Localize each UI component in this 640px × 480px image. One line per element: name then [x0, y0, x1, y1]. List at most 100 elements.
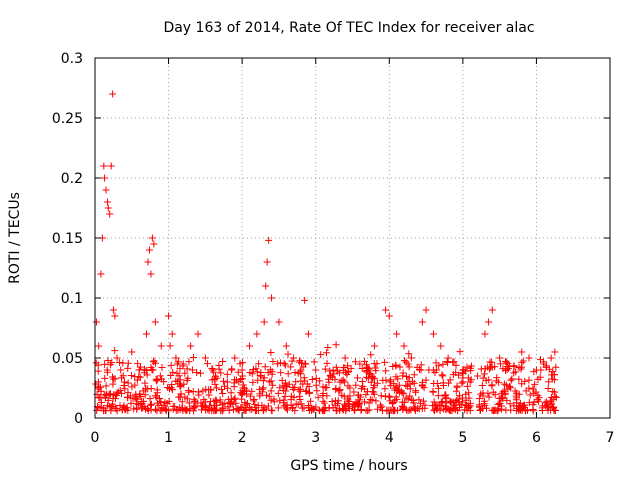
data-point [246, 392, 254, 400]
data-point [488, 382, 496, 390]
data-point [381, 358, 389, 366]
data-point [405, 363, 413, 371]
data-point [167, 361, 175, 369]
data-point [105, 390, 113, 398]
data-point [392, 362, 400, 370]
data-point [386, 378, 394, 386]
data-point [100, 391, 108, 399]
data-point [234, 405, 242, 413]
data-point-key [532, 366, 540, 374]
data-point [283, 404, 291, 412]
data-point [281, 361, 289, 369]
data-point [94, 361, 102, 369]
data-point [199, 387, 207, 395]
data-point [457, 401, 465, 409]
data-point [394, 375, 402, 383]
data-point [499, 365, 507, 373]
data-point [220, 382, 228, 390]
data-point-key [518, 348, 526, 356]
data-point [482, 377, 490, 385]
data-point [141, 379, 149, 387]
data-point [258, 401, 266, 409]
data-point-key [238, 366, 246, 374]
data-point [323, 383, 331, 391]
data-point [284, 350, 292, 358]
data-point [449, 371, 457, 379]
data-point [111, 404, 119, 412]
data-point [450, 358, 458, 366]
data-point [131, 381, 139, 389]
data-point [95, 385, 103, 393]
data-point [442, 403, 450, 411]
data-point [434, 384, 442, 392]
data-point [217, 369, 225, 377]
data-point [210, 375, 218, 383]
data-point [181, 369, 189, 377]
data-point [503, 396, 511, 404]
data-point [521, 377, 529, 385]
data-point [453, 383, 461, 391]
data-point [365, 406, 373, 414]
data-point [340, 392, 348, 400]
data-point [529, 401, 537, 409]
data-point [190, 407, 198, 415]
data-point [219, 390, 227, 398]
data-point [507, 406, 515, 414]
x-tick-label: 0 [91, 430, 100, 446]
data-point [463, 407, 471, 415]
data-point [219, 377, 227, 385]
data-point [197, 369, 205, 377]
data-point [370, 384, 378, 392]
data-point [408, 378, 416, 386]
y-tick-label: 0.05 [52, 351, 83, 367]
data-point-key [525, 354, 533, 362]
data-point [370, 390, 378, 398]
data-point [501, 357, 509, 365]
data-point [439, 382, 447, 390]
data-point [462, 396, 470, 404]
data-point [513, 399, 521, 407]
data-point-key [382, 306, 390, 314]
data-point [124, 364, 132, 372]
data-point [346, 384, 354, 392]
data-point [552, 393, 560, 401]
data-point-key [444, 354, 452, 362]
data-point-key [120, 378, 128, 386]
data-point [430, 398, 438, 406]
data-point [146, 401, 154, 409]
data-point-key [92, 318, 100, 326]
data-point [267, 396, 275, 404]
data-point [269, 358, 277, 366]
data-point [503, 358, 511, 366]
data-point-key [407, 354, 415, 362]
data-point-key [341, 354, 349, 362]
data-point [350, 388, 358, 396]
data-point-key [466, 378, 474, 386]
data-point [119, 372, 127, 380]
data-point [274, 389, 282, 397]
data-point-key [101, 174, 109, 182]
data-point [296, 357, 304, 365]
data-point [321, 365, 329, 373]
data-point [446, 397, 454, 405]
data-point [237, 389, 245, 397]
data-point [129, 395, 137, 403]
data-point [510, 369, 518, 377]
data-point [101, 360, 109, 368]
data-point [366, 395, 374, 403]
data-point [506, 384, 514, 392]
data-point [488, 358, 496, 366]
data-point [188, 366, 196, 374]
data-point [332, 363, 340, 371]
data-point [111, 395, 119, 403]
data-point [351, 358, 359, 366]
data-point [549, 388, 557, 396]
data-point [419, 397, 427, 405]
data-point [109, 380, 117, 388]
data-point [544, 385, 552, 393]
data-point [548, 375, 556, 383]
data-point [415, 366, 423, 374]
data-point [515, 375, 523, 383]
data-point [358, 364, 366, 372]
data-point [111, 375, 119, 383]
